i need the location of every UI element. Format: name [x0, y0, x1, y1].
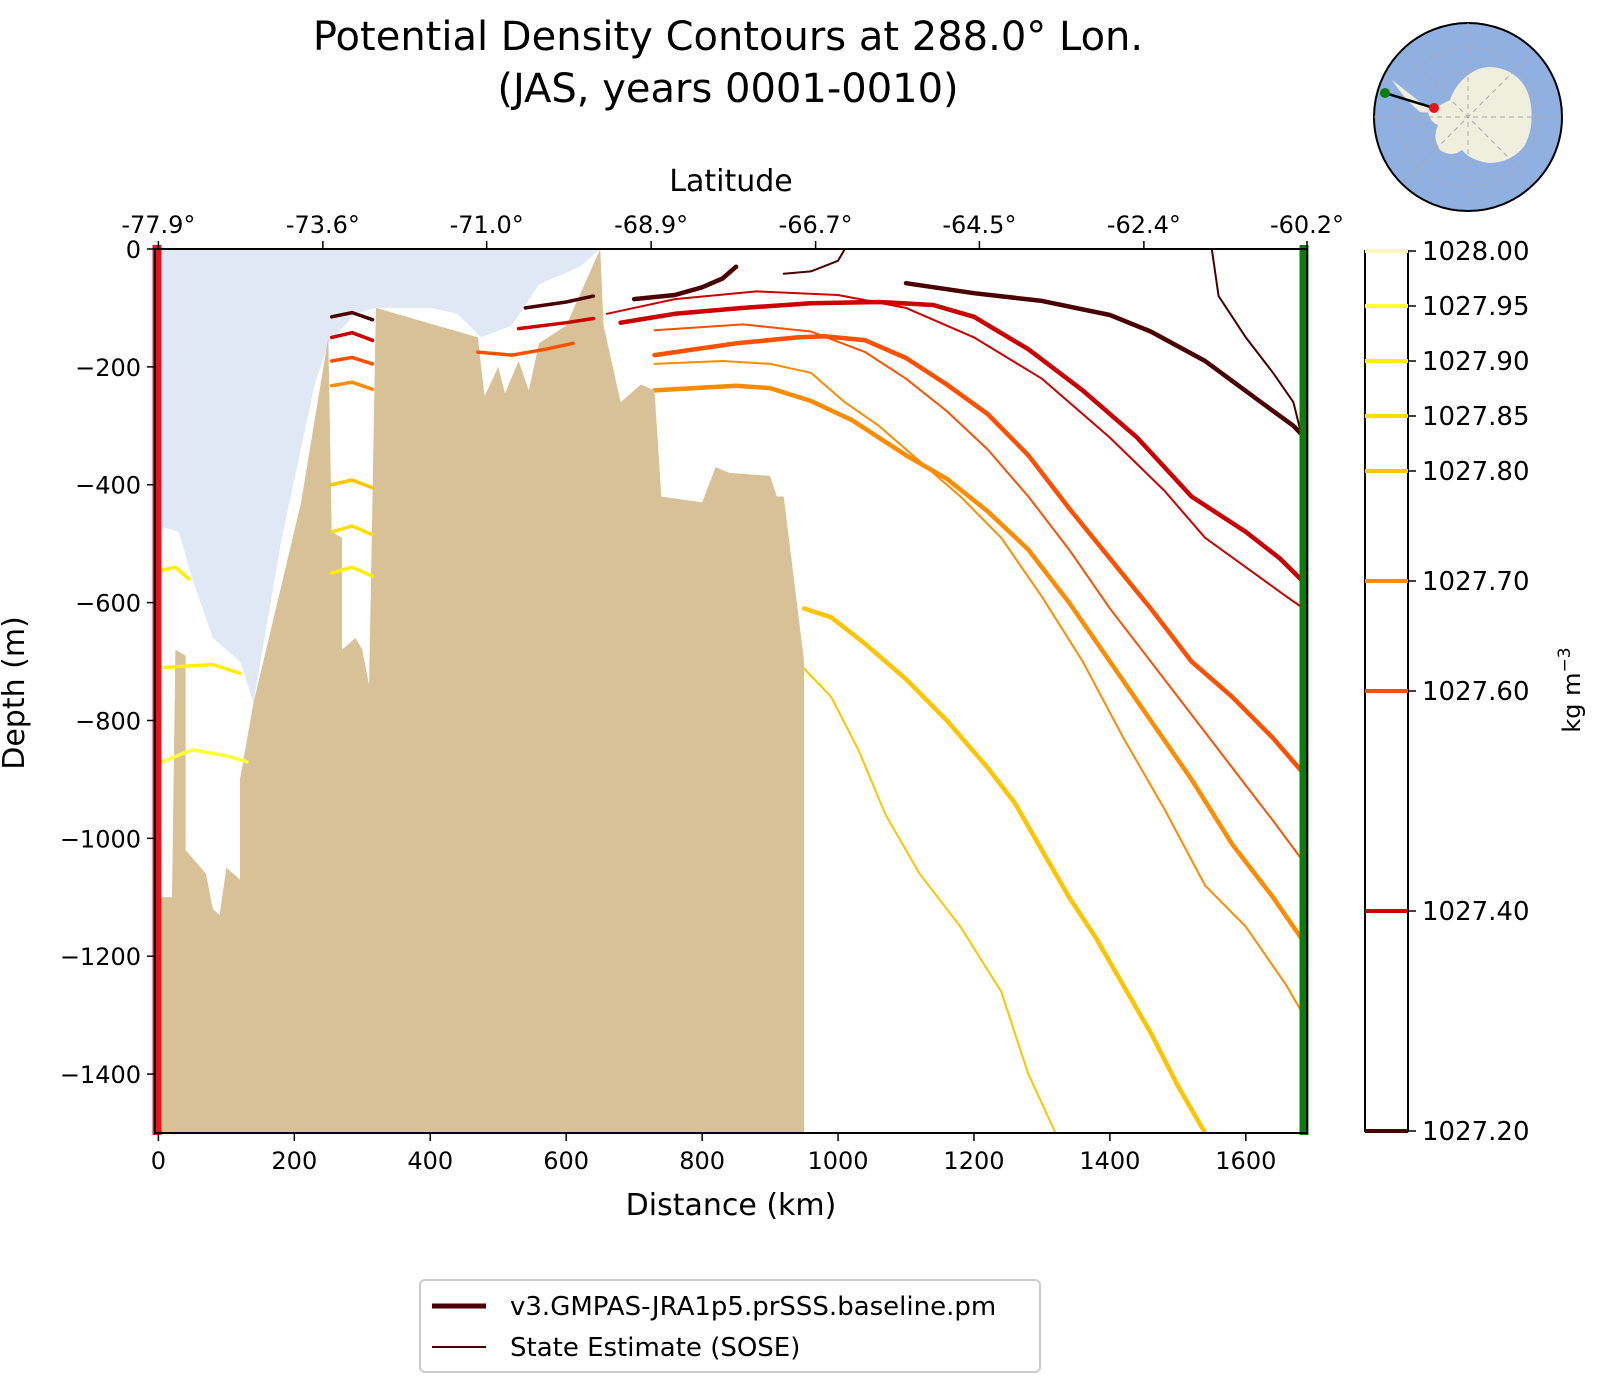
x-tick-label: 1000 [808, 1147, 869, 1175]
contour-shelf-1027-9-2-10 [160, 565, 191, 581]
x-tick-label: 1600 [1215, 1147, 1276, 1175]
latitude-tick-label: -68.9° [614, 211, 688, 239]
colorbar-unit-text: kg m [1558, 672, 1586, 732]
x-tick-label: 1400 [1079, 1147, 1140, 1175]
contour-thick-1027-2-0-1 [903, 280, 1306, 439]
colorbar-tick-label: 1027.85 [1422, 402, 1530, 432]
contour-thin-1027-6-1-3 [653, 323, 1305, 863]
contour-shelf-1027-6-2-9 [476, 341, 575, 357]
contour-shelf-1027-9-2-11 [163, 662, 242, 676]
contour-thick-1027-7-0-4 [652, 383, 1306, 944]
density-contours [606, 249, 1306, 1133]
y-axis: 0 −200 −400 −600 −800 −1000 −1200 −1400 [60, 236, 155, 1089]
y-tick-label: −1200 [60, 943, 141, 971]
contour-thick-1027-8-0-5 [801, 606, 1208, 1133]
colorbar-ticks: 1028.00 1027.95 1027.90 1027.85 1027.80 1027.… [1365, 237, 1530, 1147]
bathymetry-region [158, 249, 805, 1133]
antarctica-locator-map [1373, 22, 1563, 212]
y-tick-label: −600 [75, 590, 141, 618]
contour-thin-1027-7-1-4 [653, 360, 1305, 1017]
map-transect-end-marker [1380, 88, 1390, 98]
latitude-tick-label: -60.2° [1270, 211, 1344, 239]
colorbar-tick-label: 1027.70 [1422, 567, 1530, 597]
colorbar-tick-label: 1028.00 [1422, 237, 1530, 267]
legend-label-baseline: v3.GMPAS-JRA1p5.prSSS.baseline.pm [510, 1292, 996, 1322]
ice-shelf-region [158, 249, 601, 703]
y-axis-label: Depth (m) [0, 616, 32, 770]
contour-shelf-1027-4-2-1 [329, 330, 375, 343]
colorbar: 1028.00 1027.95 1027.90 1027.85 1027.80 1027.… [1364, 237, 1586, 1147]
map-transect-start-marker [1429, 103, 1439, 113]
contour-shelf-1027-85-2-5 [329, 524, 375, 537]
x-tick-label: 400 [407, 1147, 453, 1175]
y-tick-label: −400 [75, 472, 141, 500]
x-tick-label: 200 [271, 1147, 317, 1175]
x-tick-label: 800 [679, 1147, 725, 1175]
contour-thick-1027-6-0-3 [652, 333, 1306, 776]
colorbar-tick-label: 1027.60 [1422, 677, 1530, 707]
latitude-tick-label: -77.9° [121, 211, 195, 239]
latitude-axis: -77.9° -73.6° -71.0° -68.9° -66.7° -64.5° -62.… [121, 211, 1344, 249]
colorbar-tick-label: 1027.20 [1422, 1117, 1530, 1147]
latitude-tick-label: -64.5° [942, 211, 1016, 239]
plot-frame [154, 248, 1308, 1134]
latitude-tick-label: -66.7° [779, 211, 853, 239]
contour-shelf-1027-95-2-12 [160, 748, 249, 764]
colorbar-tick-label: 1027.95 [1422, 292, 1530, 322]
shelf-cavity-contours [160, 294, 596, 764]
contour-thin-1027-2-1-0 [782, 249, 846, 275]
contour-shelf-1027-2-2-0 [329, 310, 375, 322]
map-transect-line [1384, 91, 1435, 110]
x-tick-label: 1200 [943, 1147, 1004, 1175]
plot-area [152, 245, 1309, 1135]
y-tick-label: 0 [126, 236, 141, 264]
latitude-tick-label: -73.6° [286, 211, 360, 239]
contour-shelf-1027-6-2-2 [329, 355, 375, 366]
y-tick-label: −1000 [60, 825, 141, 853]
y-tick-label: −800 [75, 707, 141, 735]
x-tick-label: 0 [151, 1147, 166, 1175]
contour-thick-1027-2-0-0 [631, 264, 739, 302]
map-antarctica-land [1428, 66, 1532, 163]
legend: v3.GMPAS-JRA1p5.prSSS.baseline.pm State … [419, 1279, 1041, 1373]
x-axis: 0 200 400 600 800 1000 1200 1400 1600 [151, 1133, 1276, 1175]
contour-shelf-1027-7-2-3 [329, 380, 375, 392]
latitude-tick-label: -62.4° [1107, 211, 1181, 239]
contour-thin-1027-2-1-1 [1210, 249, 1305, 445]
contour-thick-1027-4-0-2 [618, 299, 1306, 585]
latitude-axis-label: Latitude [669, 164, 792, 199]
legend-label-sose: State Estimate (SOSE) [510, 1333, 800, 1363]
colorbar-tick-label: 1027.80 [1422, 457, 1530, 487]
y-tick-label: −1400 [60, 1061, 141, 1089]
colorbar-tick-label: 1027.40 [1422, 897, 1530, 927]
colorbar-unit-label: kg m−3 [1555, 647, 1586, 732]
contour-shelf-1027-2-2-7 [523, 294, 596, 310]
map-grid-lines [1374, 23, 1562, 211]
legend-box [419, 1279, 1041, 1373]
chart-title: Potential Density Contours at 288.0° Lon… [313, 14, 1143, 60]
y-tick-label: −200 [75, 354, 141, 382]
contour-shelf-1027-9-2-6 [329, 565, 375, 578]
contour-thin-1027-8-1-5 [803, 667, 1057, 1133]
contour-shelf-1027-4-2-8 [516, 316, 596, 331]
x-axis-label: Distance (km) [626, 1188, 837, 1223]
latitude-tick-label: -71.0° [450, 211, 524, 239]
colorbar-unit-exponent: −3 [1555, 647, 1575, 672]
contour-shelf-1027-8-2-4 [329, 478, 375, 490]
x-tick-label: 600 [543, 1147, 589, 1175]
chart-subtitle: (JAS, years 0001-0010) [497, 66, 958, 112]
contour-thin-1027-4-1-2 [606, 290, 1305, 610]
colorbar-tick-label: 1027.90 [1422, 347, 1530, 377]
